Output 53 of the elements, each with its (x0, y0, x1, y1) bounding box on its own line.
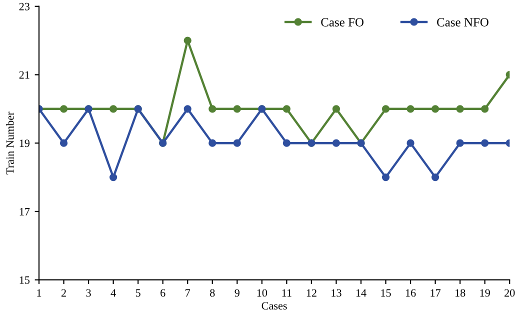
x-axis-title: Cases (262, 302, 287, 310)
point (184, 105, 192, 113)
x-tick-label: 9 (234, 289, 240, 297)
point (456, 105, 464, 113)
x-tick-label: 20 (504, 289, 515, 297)
y-tick-label: 21 (19, 71, 30, 79)
x-tick-label: 5 (136, 289, 140, 297)
point (109, 105, 118, 113)
y-tick-label: 19 (20, 140, 30, 148)
point (406, 139, 414, 147)
point (184, 36, 192, 44)
x-tick-label: 16 (406, 289, 416, 297)
point (481, 139, 489, 147)
point (332, 105, 340, 113)
point (382, 173, 390, 182)
point (109, 173, 118, 182)
x-tick-label: 2 (61, 289, 66, 297)
y-tick-label: 17 (20, 208, 30, 216)
point (282, 139, 291, 147)
point (406, 105, 414, 113)
legend-label: Case NFO (437, 18, 488, 26)
x-tick-label: 11 (282, 289, 292, 297)
x-tick-label: 8 (210, 289, 215, 297)
x-tick-label: 13 (332, 289, 342, 297)
point (233, 105, 241, 113)
x-tick-label: 3 (86, 289, 91, 297)
point (382, 105, 390, 113)
point (233, 139, 241, 147)
point (332, 139, 340, 147)
x-tick-label: 1 (37, 289, 42, 297)
point (456, 139, 464, 147)
legend-label: Case FO (321, 18, 364, 26)
point (431, 105, 440, 113)
point (208, 139, 216, 147)
y-tick-label: 23 (19, 2, 30, 10)
point (208, 105, 216, 113)
point (282, 105, 291, 113)
x-tick-label: 15 (381, 289, 391, 297)
x-tick-label: 19 (480, 289, 490, 297)
point (60, 139, 68, 147)
point (60, 105, 68, 113)
x-tick-label: 14 (356, 289, 366, 297)
x-tick-label: 6 (160, 289, 166, 297)
x-tick-label: 18 (455, 289, 466, 297)
x-tick-label: 12 (306, 289, 316, 297)
y-axis-title: Train Number (6, 112, 14, 174)
point (481, 105, 489, 113)
x-tick-label: 7 (186, 289, 190, 297)
x-tick-label: 10 (257, 289, 268, 297)
y-tick-label: 15 (20, 276, 30, 284)
x-tick-label: 4 (110, 289, 116, 297)
point (431, 173, 440, 182)
x-tick-label: 17 (430, 289, 441, 297)
